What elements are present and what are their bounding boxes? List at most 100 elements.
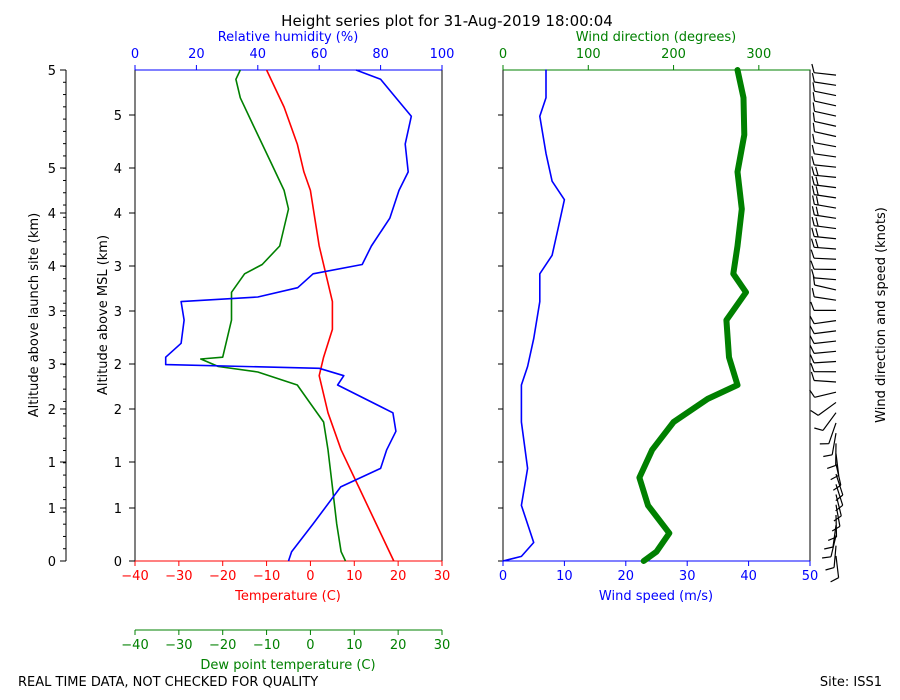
- y-tick-label: 3: [114, 305, 122, 320]
- wind-barb-feather: [823, 454, 833, 458]
- dew-tick-label: 0: [306, 638, 314, 653]
- wind-barb-staff: [814, 72, 837, 76]
- wind-barb-feather: [815, 196, 819, 206]
- outer-y-tick-label: 0: [48, 555, 56, 570]
- wind-barb-feather: [833, 515, 842, 522]
- thermo-ticks: −40 −30 −20 −10 0 10 20 30−40 −30 −20 −10 0 10 20 300 2…: [48, 47, 455, 653]
- wind-barb-staff: [814, 214, 837, 219]
- wind-speed-line: [502, 69, 566, 562]
- wind-barb-feather: [812, 82, 815, 92]
- temp-axis-label: Temperature (C): [234, 589, 341, 604]
- wind-barb-feather: [811, 176, 815, 186]
- wind-barb-staff: [817, 401, 837, 416]
- wind-barb-feather: [811, 287, 815, 298]
- wind-barb-feather: [810, 301, 815, 311]
- wind-barb-feather: [827, 536, 837, 541]
- rh-tick-label: 20: [188, 47, 205, 62]
- wind-barb-feather: [812, 92, 816, 102]
- y-tick-label: 5: [114, 109, 122, 124]
- wspd-tick-label: 30: [679, 569, 696, 584]
- wind-barb-feather: [830, 474, 839, 481]
- wind-barb-feather: [810, 260, 815, 270]
- wind-barb-staff: [835, 504, 841, 527]
- footer-disclaimer: REAL TIME DATA, NOT CHECKED FOR QUALITY: [18, 675, 318, 690]
- dew-tick-label: −30: [165, 638, 192, 653]
- outer-y-tick-label: 4: [48, 207, 56, 222]
- wdir-tick-label: 0: [499, 47, 507, 62]
- wind-barb-feather: [811, 216, 815, 226]
- wind-barb-staff: [813, 360, 837, 364]
- wind-barb-staff: [814, 320, 837, 325]
- y-tick-label: 1: [114, 502, 122, 517]
- y-axis-label: Altitude above MSL (km): [96, 235, 111, 395]
- wind-barb-staff: [814, 81, 837, 86]
- wind-barb-feather: [811, 156, 815, 166]
- wind-barb-feather: [809, 345, 815, 354]
- outer-y-tick-label: 3: [48, 358, 56, 373]
- wdir-tick-label: 100: [576, 47, 601, 62]
- wind-barbs: [809, 63, 844, 583]
- humidity-line: [164, 69, 413, 562]
- wind-plot-area: [502, 69, 811, 562]
- wind-panel: 0 10 20 30 40 50 0 100 200 300 Wind direction (de…: [498, 30, 889, 604]
- wind-barb-staff: [814, 164, 837, 168]
- wind-barb-staff: [835, 514, 838, 538]
- dew-axis-label: Dew point temperature (C): [200, 658, 375, 673]
- wind-barb-feather: [815, 176, 819, 186]
- wind-barb-staff: [814, 131, 837, 138]
- barb-axis-label: Wind direction and speed (knots): [874, 207, 889, 423]
- rh-tick-label: 80: [372, 47, 389, 62]
- wind-barb-feather: [815, 186, 819, 196]
- wind-barb-staff: [835, 555, 840, 578]
- wind-barb-feather: [811, 72, 815, 83]
- wind-barb-feather: [815, 217, 819, 227]
- wind-barb-feather: [810, 238, 815, 248]
- wind-barb-feather: [831, 525, 841, 532]
- wind-barb-staff: [814, 194, 837, 199]
- wind-barb-feather: [822, 556, 832, 559]
- y-tick-label: 2: [114, 403, 122, 418]
- wind-barb-feather: [810, 362, 815, 372]
- wind-barb-staff: [814, 330, 837, 335]
- temp-tick-label: −10: [253, 569, 280, 584]
- wdir-tick-label: 300: [746, 47, 771, 62]
- y-tick-label: 0: [114, 555, 122, 570]
- wind-barb-staff: [814, 142, 837, 148]
- footer-site: Site: ISS1: [820, 675, 882, 690]
- wind-barb-feather: [814, 238, 819, 248]
- wind-barb-feather: [814, 427, 824, 431]
- wind-barb-staff: [814, 100, 837, 107]
- wdir-tick-label: 200: [661, 47, 686, 62]
- wind-barb-staff: [814, 235, 837, 240]
- thermo-panel: −40 −30 −20 −10 0 10 20 30−40 −30 −20 −10 0 10 20 300 2…: [27, 30, 454, 673]
- wind-barb-feather: [811, 63, 815, 73]
- wind-barb-staff: [835, 494, 842, 517]
- temperature-line: [265, 69, 395, 562]
- wind-barb-staff: [833, 545, 837, 568]
- chart-title: Height series plot for 31-Aug-2019 18:00…: [281, 12, 613, 30]
- dew-tick-label: −40: [121, 638, 148, 653]
- wind-barb-feather: [827, 464, 836, 469]
- dew-tick-label: −10: [253, 638, 280, 653]
- wind-barb-staff: [828, 422, 837, 444]
- wind-barb-feather: [809, 315, 815, 324]
- dew-tick-label: −20: [209, 638, 236, 653]
- dew-tick-label: 20: [390, 638, 407, 653]
- wind-series: [502, 67, 749, 564]
- temp-tick-label: 20: [390, 569, 407, 584]
- y-tick-label: 3: [114, 260, 122, 275]
- wind-barb-staff: [835, 473, 844, 496]
- wind-barb-staff: [814, 203, 837, 209]
- outer-y-tick-label: 4: [48, 260, 56, 275]
- wdir-axis-label: Wind direction (degrees): [576, 30, 736, 45]
- wspd-axis-label: Wind speed (m/s): [599, 589, 713, 604]
- wind-barb-staff: [814, 391, 837, 398]
- outer-y-axis-label: Altitude above launch site (km): [27, 213, 42, 417]
- wind-barb-feather: [812, 122, 816, 132]
- wind-barb-feather: [811, 206, 815, 216]
- thermo-series: [164, 69, 413, 562]
- wind-barb-feather: [812, 133, 815, 143]
- wind-direction-line: [636, 67, 749, 564]
- wind-barb-staff: [814, 379, 837, 383]
